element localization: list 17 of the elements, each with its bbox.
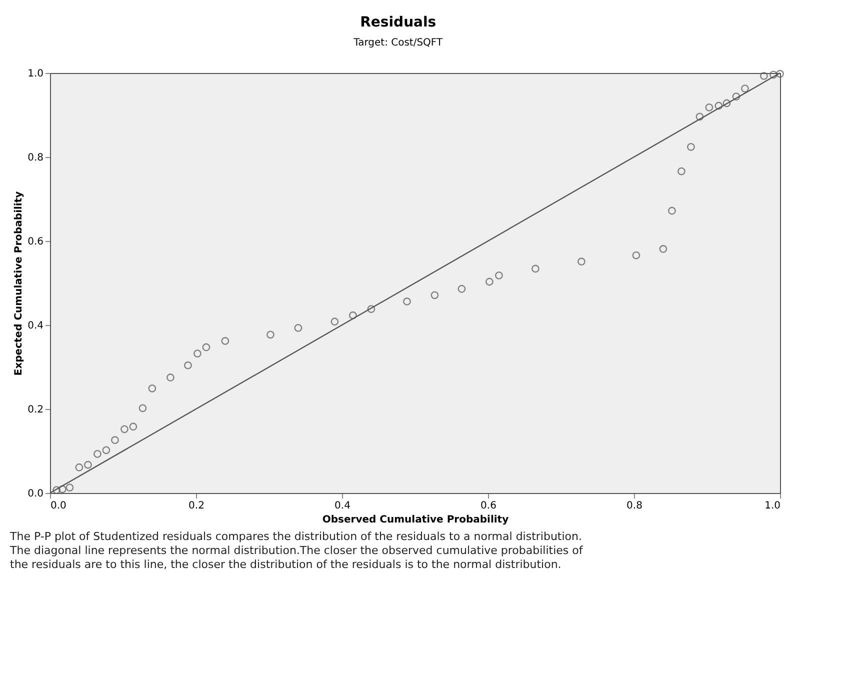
y-tick-label: 1.0 (28, 68, 44, 80)
y-tick-label: 0.6 (28, 236, 44, 248)
x-tick-label: 0.6 (480, 500, 496, 512)
y-tick-label: 0.4 (28, 320, 44, 332)
x-tick-label: 1.0 (764, 500, 780, 512)
y-tick-label: 0.0 (28, 488, 44, 500)
chart-subtitle: Target: Cost/SQFT (352, 38, 444, 48)
y-tick-label: 0.2 (28, 404, 44, 416)
y-axis-title: Expected Cumulative Probability (14, 190, 25, 376)
chart-title: Residuals (360, 14, 436, 30)
x-tick-label: 0.0 (50, 500, 66, 512)
x-tick-label: 0.8 (626, 500, 642, 512)
text: The P-P plot of Studentized residuals compares the distribution of the residuals to a normal distribution. The diagonal line represents the normal distribution.The closer the observed cumulative probabilities of the residuals are to this line, the closer the distribution of the residuals is to the normal distribution. (9, 530, 584, 571)
x-axis-title: Observed Cumulative Probability (322, 514, 510, 526)
x-tick-label: 0.4 (334, 500, 350, 512)
y-tick-label: 0.8 (28, 152, 44, 164)
x-tick-label: 0.2 (188, 500, 204, 512)
